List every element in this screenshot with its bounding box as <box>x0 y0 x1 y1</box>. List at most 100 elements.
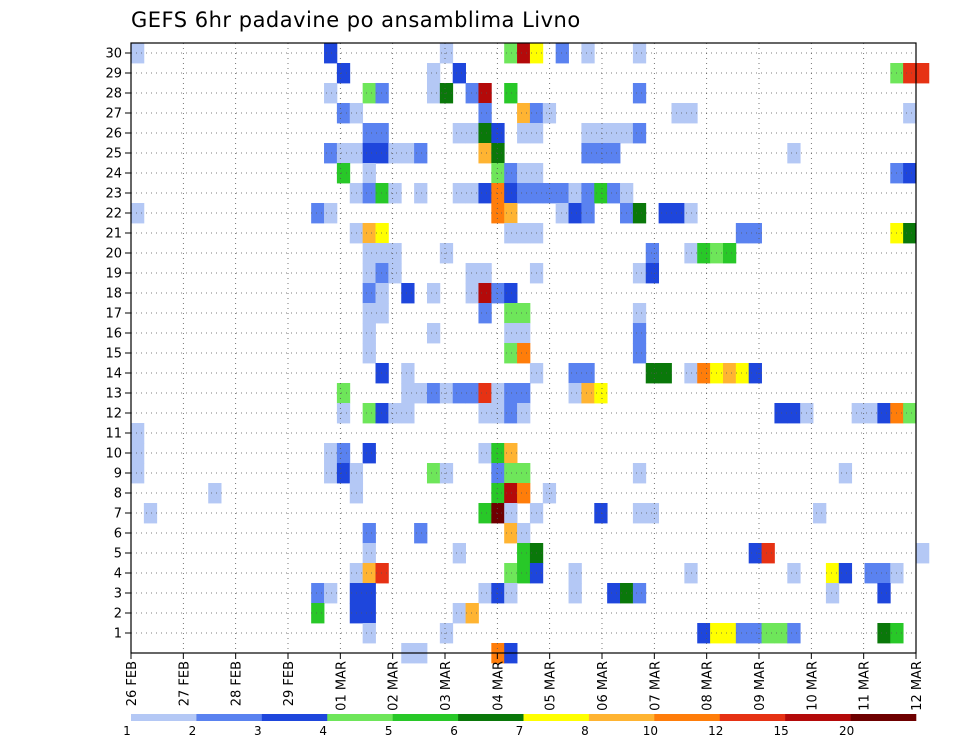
precip-cell <box>735 223 750 244</box>
precip-cell <box>838 563 853 584</box>
precip-cell <box>426 283 441 304</box>
precip-cell <box>388 183 402 204</box>
precip-cell <box>401 363 415 384</box>
precip-cell <box>375 143 389 164</box>
precip-cell <box>632 303 647 324</box>
precip-cell <box>414 143 428 164</box>
precip-cell <box>581 183 595 204</box>
legend-label: 8 <box>581 724 589 738</box>
precip-cell <box>517 183 531 204</box>
precip-cell <box>517 383 531 404</box>
legend-swatch <box>458 714 524 721</box>
legend-swatch <box>392 714 459 721</box>
precip-cell <box>581 383 595 404</box>
precip-cell <box>903 163 917 184</box>
precip-cell <box>491 203 505 224</box>
precip-cell <box>787 623 801 644</box>
precip-cell <box>452 603 466 624</box>
x-tick-label: 29 FEB <box>282 661 297 706</box>
precip-cell <box>491 443 505 464</box>
legend-swatch <box>588 714 655 721</box>
precip-cell <box>491 283 505 304</box>
legend-swatch <box>131 714 197 721</box>
precip-cell <box>491 143 505 164</box>
y-tick-label: 26 <box>105 127 122 142</box>
y-tick-label: 21 <box>105 227 122 242</box>
y-tick-label: 29 <box>105 67 122 82</box>
y-tick-label: 7 <box>114 507 122 522</box>
precip-cell <box>594 503 608 524</box>
legend-label: 7 <box>516 724 524 738</box>
precip-cell <box>903 223 917 244</box>
precip-cell <box>504 503 518 524</box>
precip-cell <box>632 323 647 344</box>
precip-cell <box>311 603 325 624</box>
precip-cell <box>787 143 801 164</box>
precip-cell <box>465 123 479 144</box>
precip-cell <box>375 223 389 244</box>
precip-cell <box>517 103 531 124</box>
precip-cell <box>478 383 492 404</box>
precip-cell <box>388 263 402 284</box>
precip-cell <box>491 503 505 524</box>
precip-cell <box>362 143 376 164</box>
precip-cell <box>478 143 492 164</box>
precip-cell <box>465 183 479 204</box>
precip-cell <box>324 43 338 64</box>
precip-cell <box>568 563 582 584</box>
precip-cell <box>362 563 376 584</box>
precip-cell <box>632 503 647 524</box>
precip-cell <box>517 303 531 324</box>
precip-cell <box>632 583 647 604</box>
precip-cell <box>362 403 376 424</box>
plot-frame <box>130 42 917 654</box>
precip-cell <box>491 383 505 404</box>
y-tick-label: 16 <box>105 327 122 342</box>
legend-label: 6 <box>450 724 458 738</box>
precip-cell <box>684 243 698 264</box>
precip-cell <box>684 203 698 224</box>
y-tick-label: 2 <box>114 607 122 622</box>
precip-cell <box>478 403 492 424</box>
precip-cell <box>504 583 518 604</box>
precip-cell <box>684 563 698 584</box>
precip-cell <box>504 483 518 504</box>
precip-cell <box>452 123 466 144</box>
precip-cell <box>748 363 762 384</box>
precip-cell <box>336 443 351 464</box>
precip-cell <box>336 383 351 404</box>
y-tick-label: 19 <box>105 267 122 282</box>
precip-cell <box>491 483 505 504</box>
precip-cell <box>555 43 569 64</box>
precip-cell <box>916 63 930 84</box>
precip-cell <box>504 523 518 544</box>
precip-cell <box>504 343 518 364</box>
precip-cell <box>401 403 415 424</box>
grid-lines <box>131 43 916 653</box>
y-tick-label: 3 <box>114 587 122 602</box>
precip-cell <box>504 403 518 424</box>
precip-cell <box>143 503 158 524</box>
precip-cell <box>517 123 531 144</box>
precip-cell <box>375 303 389 324</box>
precip-cell <box>362 263 376 284</box>
precip-cell <box>362 583 376 604</box>
precip-cell <box>632 83 647 104</box>
precip-cell <box>426 323 441 344</box>
precip-cell <box>362 323 376 344</box>
precip-cell <box>645 363 660 384</box>
precip-cell <box>517 163 531 184</box>
precip-cell <box>311 583 325 604</box>
legend: 1 2 3 4 5 6 7 8 10 12 15 20 <box>123 714 917 738</box>
precip-cell <box>478 103 492 124</box>
precip-cell <box>504 323 518 344</box>
precip-cell <box>504 563 518 584</box>
precip-cell <box>336 63 351 84</box>
precip-cell <box>362 303 376 324</box>
precip-cell <box>735 363 750 384</box>
precip-cell <box>761 623 775 644</box>
precip-cell <box>388 143 402 164</box>
precip-cell <box>426 463 441 484</box>
precip-cell <box>903 63 917 84</box>
